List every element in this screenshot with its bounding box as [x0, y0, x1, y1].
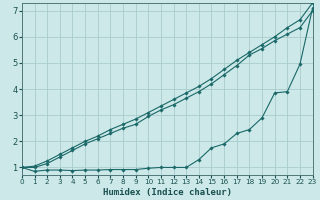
X-axis label: Humidex (Indice chaleur): Humidex (Indice chaleur) [103, 188, 232, 197]
